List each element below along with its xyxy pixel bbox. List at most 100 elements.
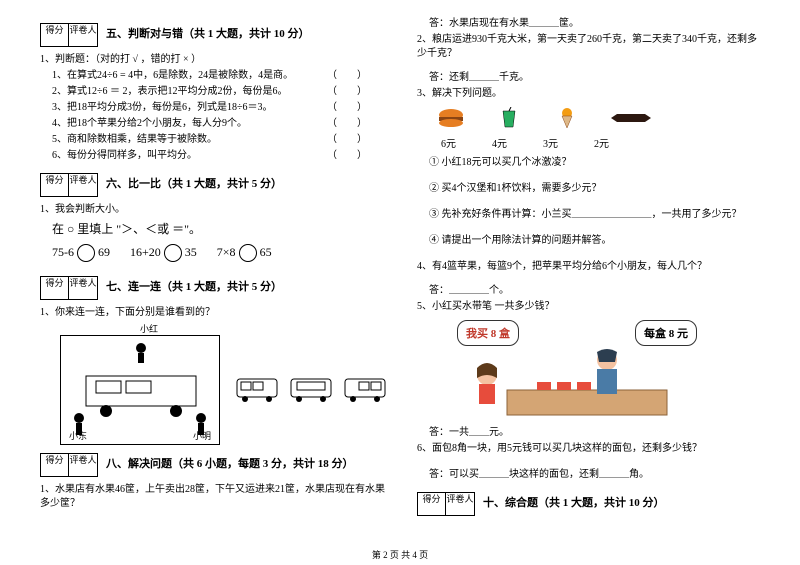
- s7-left-label: 小东: [69, 429, 87, 442]
- s6-instruction: 在 ○ 里填上 "＞、＜或 ＝"。: [52, 221, 387, 238]
- page-columns: 得分 评卷人 五、判断对与错（共 1 大题，共计 10 分） 1、判断题：（对的…: [40, 15, 760, 520]
- paren: （ ）: [327, 69, 367, 83]
- paren: （ ）: [327, 149, 367, 163]
- r-ans4: 答：＿＿＿＿个。: [429, 284, 760, 298]
- r-ans5: 答：一共＿＿元。: [429, 426, 760, 440]
- grader-label: 评卷人: [69, 24, 97, 46]
- burger-icon: [437, 107, 465, 129]
- s6-comparisons: 75-6 69 16+20 35 7×8 65: [52, 244, 387, 262]
- bus-icon: [289, 375, 333, 405]
- paren: （ ）: [327, 117, 367, 131]
- section-7-header: 得分 评卷人 七、连一连（共 1 大题，共计 5 分）: [40, 268, 387, 304]
- r-q3-4: ④ 请提出一个用除法计算的问题并解答。: [429, 234, 760, 248]
- cmp-2: 16+20 35: [130, 244, 197, 262]
- item-burger: [437, 107, 465, 133]
- grader-label: 评卷人: [446, 493, 474, 515]
- circle-icon: [77, 244, 95, 262]
- paren: （ ）: [327, 101, 367, 115]
- section-8-title: 八、解决问题（共 6 小题，每题 3 分，共计 18 分）: [106, 455, 354, 471]
- candy-icon: [611, 107, 651, 129]
- s8-q1: 1、水果店有水果46筐，上午卖出28筐，下午又运进来21筐，水果店现在有水果多少…: [40, 483, 387, 511]
- r-q3-3: ③ 先补充好条件再计算：小兰买＿＿＿＿＿＿＿＿，一共用了多少元？: [429, 208, 760, 222]
- r-ans6: 答：可以买＿＿＿块这样的面包，还剩＿＿＿角。: [429, 468, 760, 482]
- s5-item-1: 1、在算式24÷6 = 4中，6是除数，24是被除数，4是商。 （ ）: [52, 69, 387, 83]
- s5-item-6: 6、每份分得同样多，叫平均分。 （ ）: [52, 149, 387, 163]
- right-column: 答：水果店现在有水果＿＿＿筐。 2、粮店运进930千克大米，第一天卖了260千克…: [417, 15, 760, 520]
- connect-image: 小东 小明: [60, 335, 220, 445]
- bus-icon: [343, 375, 387, 405]
- s5-i1-text: 1、在算式24÷6 = 4中，6是除数，24是被除数，4是商。: [52, 70, 293, 81]
- r-q3-1: ① 小红18元可以买几个冰激凌？: [429, 156, 760, 170]
- r-q2: 2、粮店运进930千克大米，第一天卖了260千克，第二天卖了340千克，还剩多少…: [417, 33, 760, 61]
- r-q3-2: ② 买4个汉堡和1杯饮料，需要多少元？: [429, 182, 760, 196]
- s5-item-5: 5、商和除数相乘，结果等于被除数。 （ ）: [52, 133, 387, 147]
- cmp-1: 75-6 69: [52, 244, 110, 262]
- score-box-5: 得分 评卷人: [40, 23, 98, 47]
- section-5-header: 得分 评卷人 五、判断对与错（共 1 大题，共计 10 分）: [40, 15, 387, 51]
- scene-svg: [61, 336, 219, 444]
- s5-i6-text: 6、每份分得同样多，叫平均分。: [52, 150, 197, 161]
- drink-icon: [495, 107, 523, 129]
- s5-item-3: 3、把18平均分成3份，每份是6，列式是18÷6＝3。 （ ）: [52, 101, 387, 115]
- s5-i3-text: 3、把18平均分成3份，每份是6，列式是18÷6＝3。: [52, 102, 273, 113]
- cmp-2b: 35: [185, 245, 197, 259]
- price-2: 4元: [492, 135, 507, 150]
- bus-options: [235, 375, 387, 405]
- circle-icon: [239, 244, 257, 262]
- score-box-7: 得分 评卷人: [40, 276, 98, 300]
- score-label: 得分: [41, 454, 69, 476]
- item-candy: [611, 107, 651, 133]
- section-7-title: 七、连一连（共 1 大题，共计 5 分）: [106, 278, 282, 294]
- s5-intro: 1、判断题：（对的打 √ ，错的打 × ）: [40, 53, 387, 67]
- score-box-10: 得分 评卷人: [417, 492, 475, 516]
- r-ans1: 答：水果店现在有水果＿＿＿筐。: [429, 17, 760, 31]
- cmp-1a: 75-6: [52, 245, 74, 259]
- s5-i2-text: 2、算式12÷6 ＝ 2，表示把12平均分成2份，每份是6。: [52, 86, 288, 97]
- score-box-6: 得分 评卷人: [40, 173, 98, 197]
- price-1: 6元: [441, 135, 456, 150]
- grader-label: 评卷人: [69, 277, 97, 299]
- s7-scene: 小东 小明: [40, 335, 387, 445]
- price-row: 6元 4元 3元 2元: [441, 135, 760, 150]
- shop-scene: 我买 8 盒 每盒 8 元: [447, 320, 707, 420]
- price-4: 2元: [594, 135, 609, 150]
- section-10-header: 得分 评卷人 十、综合题（共 1 大题，共计 10 分）: [417, 484, 760, 520]
- circle-icon: [164, 244, 182, 262]
- s5-i4-text: 4、把18个苹果分给2个小朋友，每人分9个。: [52, 118, 247, 129]
- score-box-8: 得分 评卷人: [40, 453, 98, 477]
- r-q5: 5、小红买水带笔 一共多少钱？: [417, 300, 760, 314]
- item-ice: [553, 107, 581, 133]
- cmp-3b: 65: [260, 245, 272, 259]
- item-drink: [495, 107, 523, 133]
- shop-svg: [447, 320, 707, 420]
- s5-i5-text: 5、商和除数相乘，结果等于被除数。: [52, 134, 217, 145]
- cmp-2a: 16+20: [130, 245, 161, 259]
- grader-label: 评卷人: [69, 454, 97, 476]
- r-q3: 3、解决下列问题。: [417, 87, 760, 101]
- s6-intro: 1、我会判断大小。: [40, 203, 387, 217]
- section-10-title: 十、综合题（共 1 大题，共计 10 分）: [483, 494, 665, 510]
- ice-cream-icon: [553, 107, 581, 129]
- r-q4: 4、有4篮苹果，每篮9个，把苹果平均分给6个小朋友，每人几个？: [417, 260, 760, 274]
- s7-top-label: 小红: [140, 322, 387, 335]
- score-label: 得分: [41, 277, 69, 299]
- s5-item-2: 2、算式12÷6 ＝ 2，表示把12平均分成2份，每份是6。 （ ）: [52, 85, 387, 99]
- paren: （ ）: [327, 85, 367, 99]
- paren: （ ）: [327, 133, 367, 147]
- page-footer: 第 2 页 共 4 页: [0, 548, 800, 561]
- cmp-1b: 69: [98, 245, 110, 259]
- cmp-3a: 7×8: [217, 245, 236, 259]
- price-3: 3元: [543, 135, 558, 150]
- left-column: 得分 评卷人 五、判断对与错（共 1 大题，共计 10 分） 1、判断题：（对的…: [40, 15, 387, 520]
- r-ans2: 答：还剩＿＿＿千克。: [429, 71, 760, 85]
- score-label: 得分: [41, 174, 69, 196]
- s5-item-4: 4、把18个苹果分给2个小朋友，每人分9个。 （ ）: [52, 117, 387, 131]
- items-row: [437, 107, 760, 133]
- grader-label: 评卷人: [69, 174, 97, 196]
- score-label: 得分: [41, 24, 69, 46]
- score-label: 得分: [418, 493, 446, 515]
- bus-icon: [235, 375, 279, 405]
- section-8-header: 得分 评卷人 八、解决问题（共 6 小题，每题 3 分，共计 18 分）: [40, 445, 387, 481]
- section-5-title: 五、判断对与错（共 1 大题，共计 10 分）: [106, 25, 310, 41]
- section-6-header: 得分 评卷人 六、比一比（共 1 大题，共计 5 分）: [40, 165, 387, 201]
